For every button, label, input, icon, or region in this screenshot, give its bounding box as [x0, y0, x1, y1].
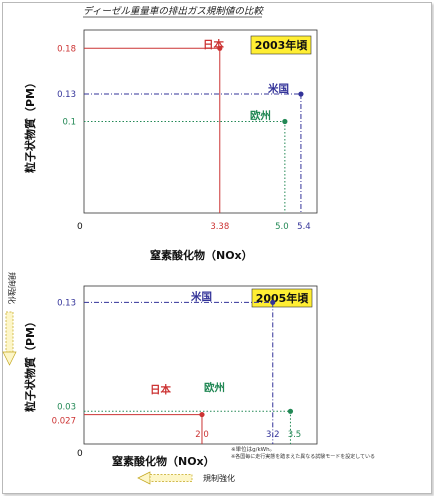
- chart-2005-plot-area: [83, 285, 318, 445]
- chart-2005-eu-point: [287, 408, 294, 414]
- chart-2005-japan-y-value: 0.027: [52, 417, 76, 427]
- chart-2003-japan-y-value: 0.18: [57, 44, 76, 54]
- chart-2003: 2003年頃 粒子状物質（PM） 窒素酸化物（NOx） 0 日本 0.18 3.38…: [23, 29, 318, 262]
- chart-2005-marks: 米国 0.13 3.2 欧州 0.03 3.5 日本 0.027 2.0: [52, 290, 302, 444]
- horizontal-arrow-shaft: [149, 474, 193, 482]
- page-title: ディーゼル重量車の排出ガス規制値の比較: [83, 5, 264, 17]
- chart-2005-us-x-value: 3.2: [266, 430, 280, 440]
- chart-2003-us-y-value: 0.13: [57, 90, 76, 100]
- vertical-strengthen-label: 規制強化: [7, 272, 17, 304]
- chart-2005-ylabel: 粒子状物質（PM）: [23, 316, 37, 412]
- chart-2003-xlabel: 窒素酸化物（NOx）: [150, 248, 253, 262]
- vertical-strengthen-indicator: 規制強化: [2, 272, 17, 366]
- chart-2003-badge: 2003年頃: [250, 35, 312, 55]
- chart-2005-origin: 0: [77, 449, 83, 459]
- chart-2005-us-point: [270, 299, 276, 305]
- chart-2005-us-y-value: 0.13: [57, 298, 76, 308]
- chart-2003-ylabel: 粒子状物質（PM）: [23, 77, 37, 173]
- chart-2003-eu-point: [282, 118, 288, 125]
- vertical-arrow-shaft: [5, 311, 14, 353]
- chart-2003-us-x-value: 5.4: [297, 222, 311, 232]
- chart-2003-japan-point: [217, 45, 223, 51]
- unit-note: ※単位はg/kWh。: [231, 445, 275, 453]
- chart-2003-eu-x-value: 5.0: [275, 222, 289, 232]
- chart-2005-japan-name: 日本: [150, 383, 171, 396]
- horizontal-strengthen-indicator: 規制強化: [137, 471, 235, 485]
- chart-2003-us-name: 米国: [267, 82, 289, 95]
- chart-2003-badge-text: 2003年頃: [255, 38, 309, 52]
- left-arrow-icon: [137, 471, 151, 485]
- chart-2003-japan-name: 日本: [203, 38, 224, 51]
- test-mode-note: ※各国毎に走行実態を踏まえた異なる試験モードを設定している: [231, 453, 375, 460]
- chart-2003-origin: 0: [77, 222, 83, 232]
- chart-2005: 2005年頃 粒子状物質（PM） 窒素酸化物（NOx） 0 米国 0.13 3.2 欧…: [23, 285, 318, 468]
- chart-2005-eu-x-value: 3.5: [288, 430, 302, 440]
- chart-2003-eu-name: 欧州: [250, 109, 271, 122]
- chart-2003-badge-box: [250, 35, 312, 55]
- chart-2005-badge-text: 2005年頃: [256, 291, 310, 305]
- chart-2005-eu-name: 欧州: [204, 381, 225, 394]
- chart-2003-eu-y-value: 0.1: [62, 118, 76, 128]
- chart-2003-japan-x-value: 3.38: [210, 222, 229, 232]
- chart-2003-marks: 日本 0.18 3.38 米国 0.13 5.4 欧州 0.1 5.0: [57, 38, 311, 232]
- chart-2005-xlabel: 窒素酸化物（NOx）: [112, 454, 215, 468]
- down-arrow-icon: [2, 351, 17, 366]
- horizontal-strengthen-label: 規制強化: [203, 473, 235, 483]
- chart-2005-us-name: 米国: [190, 290, 212, 303]
- chart-2005-japan-point: [199, 411, 205, 418]
- chart-2005-japan-x-value: 2.0: [195, 430, 209, 440]
- chart-2005-eu-y-value: 0.03: [57, 402, 76, 412]
- chart-2005-badge: 2005年頃: [251, 288, 313, 308]
- chart-2003-us-point: [298, 91, 304, 97]
